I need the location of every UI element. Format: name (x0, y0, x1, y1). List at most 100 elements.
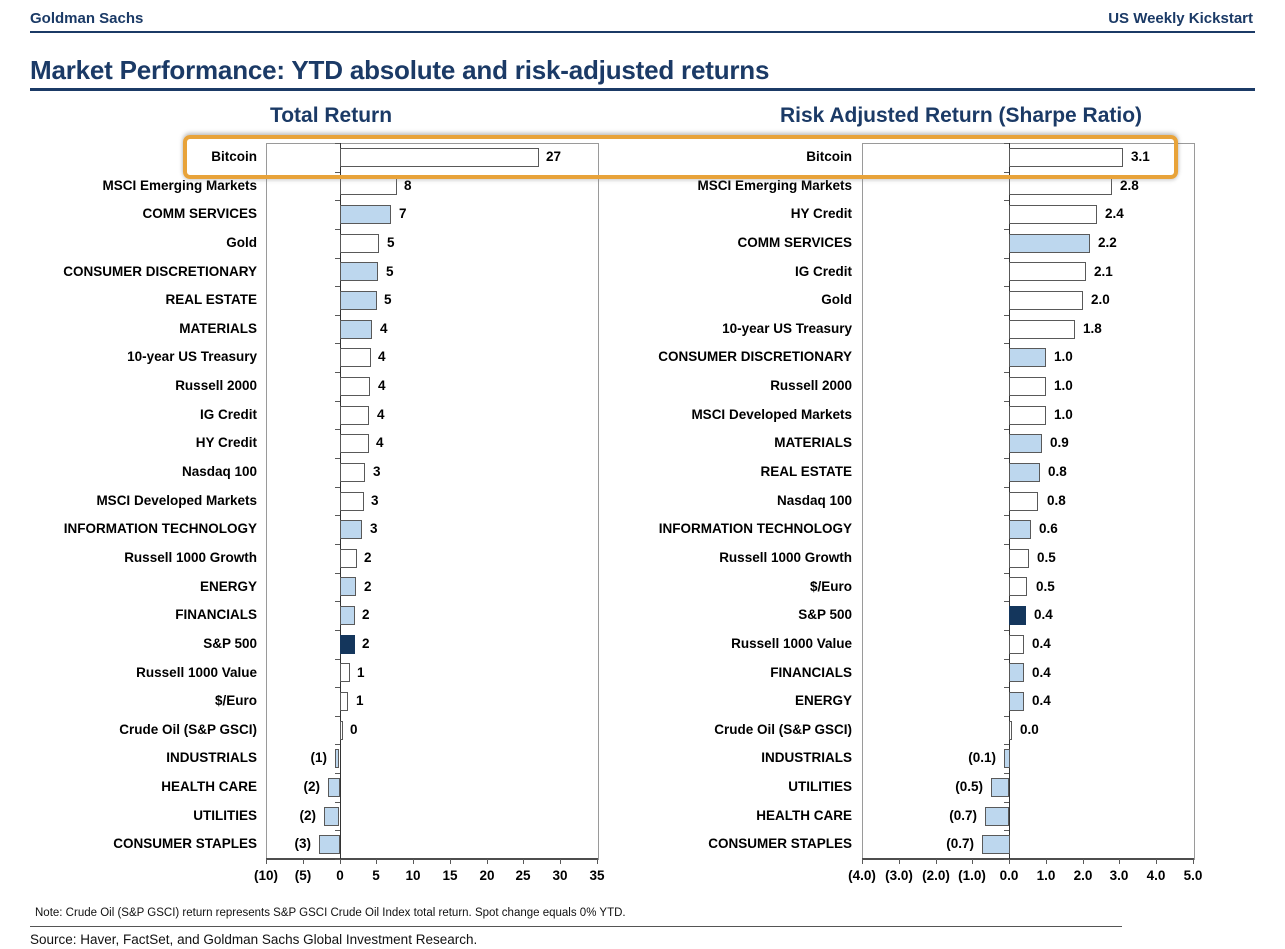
category-label: CONSUMER DISCRETIONARY (658, 349, 852, 364)
bar-total-return (340, 692, 348, 711)
bar-risk-adjusted-return-sharpe-ratio (1009, 434, 1042, 453)
x-tick (487, 859, 488, 864)
category-label: Crude Oil (S&P GSCI) (119, 722, 257, 737)
category-tick (335, 716, 340, 717)
category-label: INDUSTRIALS (761, 750, 852, 765)
category-label: UTILITIES (193, 808, 257, 823)
category-tick (1004, 630, 1009, 631)
bar-risk-adjusted-return-sharpe-ratio (1009, 721, 1012, 740)
bar-risk-adjusted-return-sharpe-ratio (1004, 749, 1010, 768)
chart-title-risk-adjusted-return-sharpe-ratio: Risk Adjusted Return (Sharpe Ratio) (779, 104, 1143, 127)
bar-risk-adjusted-return-sharpe-ratio (1009, 692, 1024, 711)
category-tick (1004, 372, 1009, 373)
category-tick (335, 401, 340, 402)
category-label: MATERIALS (774, 435, 852, 450)
x-tick-label: 5 (372, 868, 380, 883)
value-label: 5 (386, 264, 394, 279)
category-tick (1004, 258, 1009, 259)
value-label: 8 (404, 178, 412, 193)
value-label: (3) (294, 836, 312, 851)
category-tick (1004, 573, 1009, 574)
bar-risk-adjusted-return-sharpe-ratio (1009, 406, 1046, 425)
bar-risk-adjusted-return-sharpe-ratio (1009, 577, 1027, 596)
category-tick (335, 372, 340, 373)
value-label: 2.1 (1094, 264, 1113, 279)
bar-risk-adjusted-return-sharpe-ratio (1009, 148, 1123, 167)
category-label: Nasdaq 100 (776, 493, 852, 508)
category-label: Gold (821, 292, 852, 307)
bar-total-return (340, 291, 377, 310)
category-label: CONSUMER STAPLES (708, 836, 852, 851)
value-label: (0.7) (949, 808, 977, 823)
bar-risk-adjusted-return-sharpe-ratio (1009, 377, 1046, 396)
bitcoin-highlight-box (183, 135, 1178, 179)
plot-area-total-return (266, 143, 599, 860)
value-label: 27 (546, 149, 562, 164)
value-label: 2.8 (1120, 178, 1139, 193)
category-label: ENERGY (794, 693, 852, 708)
bar-risk-adjusted-return-sharpe-ratio (1009, 663, 1024, 682)
x-tick (862, 859, 863, 864)
category-label: MSCI Developed Markets (96, 493, 257, 508)
bar-risk-adjusted-return-sharpe-ratio (985, 807, 1009, 826)
category-tick (1004, 659, 1009, 660)
bar-total-return (340, 434, 369, 453)
value-label: 2 (362, 607, 370, 622)
value-label: 4 (376, 435, 384, 450)
source-text: Source: Haver, FactSet, and Goldman Sach… (30, 932, 478, 947)
x-tick (1156, 859, 1157, 864)
value-label: 0.4 (1032, 665, 1051, 680)
value-label: 0.6 (1039, 521, 1058, 536)
category-label: COMM SERVICES (142, 206, 257, 221)
category-label: $/Euro (809, 579, 852, 594)
category-tick (1004, 200, 1009, 201)
category-label: Bitcoin (211, 149, 257, 164)
category-tick (335, 487, 340, 488)
category-tick (1004, 773, 1009, 774)
category-label: MSCI Emerging Markets (697, 178, 852, 193)
category-label: Crude Oil (S&P GSCI) (714, 722, 852, 737)
bar-total-return (340, 577, 356, 596)
bar-risk-adjusted-return-sharpe-ratio (1009, 320, 1075, 339)
category-tick (1004, 143, 1009, 144)
category-tick (335, 773, 340, 774)
category-tick (1004, 859, 1009, 860)
value-label: 2 (364, 550, 372, 565)
x-tick-label: 1.0 (1036, 868, 1056, 883)
x-tick (376, 859, 377, 864)
category-tick (1004, 487, 1009, 488)
bar-risk-adjusted-return-sharpe-ratio (1009, 234, 1090, 253)
value-label: 2 (364, 579, 372, 594)
bar-risk-adjusted-return-sharpe-ratio (1009, 520, 1031, 539)
category-tick (1004, 429, 1009, 430)
x-tick-label: 3.0 (1109, 868, 1129, 883)
category-label: FINANCIALS (175, 607, 257, 622)
x-tick (1046, 859, 1047, 864)
value-label: 4 (378, 378, 386, 393)
footnote-text: Note: Crude Oil (S&P GSCI) return repres… (35, 907, 626, 919)
value-label: 3 (373, 464, 381, 479)
category-tick (1004, 830, 1009, 831)
value-label: 0.4 (1032, 693, 1051, 708)
category-label: S&P 500 (203, 636, 257, 651)
value-label: 2 (362, 636, 370, 651)
category-label: IG Credit (199, 407, 257, 422)
x-tick (340, 859, 341, 864)
x-tick-label: 5.0 (1183, 868, 1203, 883)
category-label: HEALTH CARE (756, 808, 852, 823)
bar-total-return (340, 663, 350, 682)
x-axis-risk-adjusted-return-sharpe-ratio (862, 858, 1194, 860)
category-tick (335, 458, 340, 459)
category-tick (1004, 515, 1009, 516)
bar-total-return (340, 549, 357, 568)
value-label: 1.0 (1054, 349, 1073, 364)
category-label: INFORMATION TECHNOLOGY (63, 521, 257, 536)
header-divider (30, 31, 1255, 33)
bar-total-return (340, 348, 371, 367)
value-label: (0.7) (946, 836, 974, 851)
category-label: ENERGY (199, 579, 257, 594)
category-tick (1004, 458, 1009, 459)
category-label: COMM SERVICES (737, 235, 852, 250)
category-tick (335, 573, 340, 574)
